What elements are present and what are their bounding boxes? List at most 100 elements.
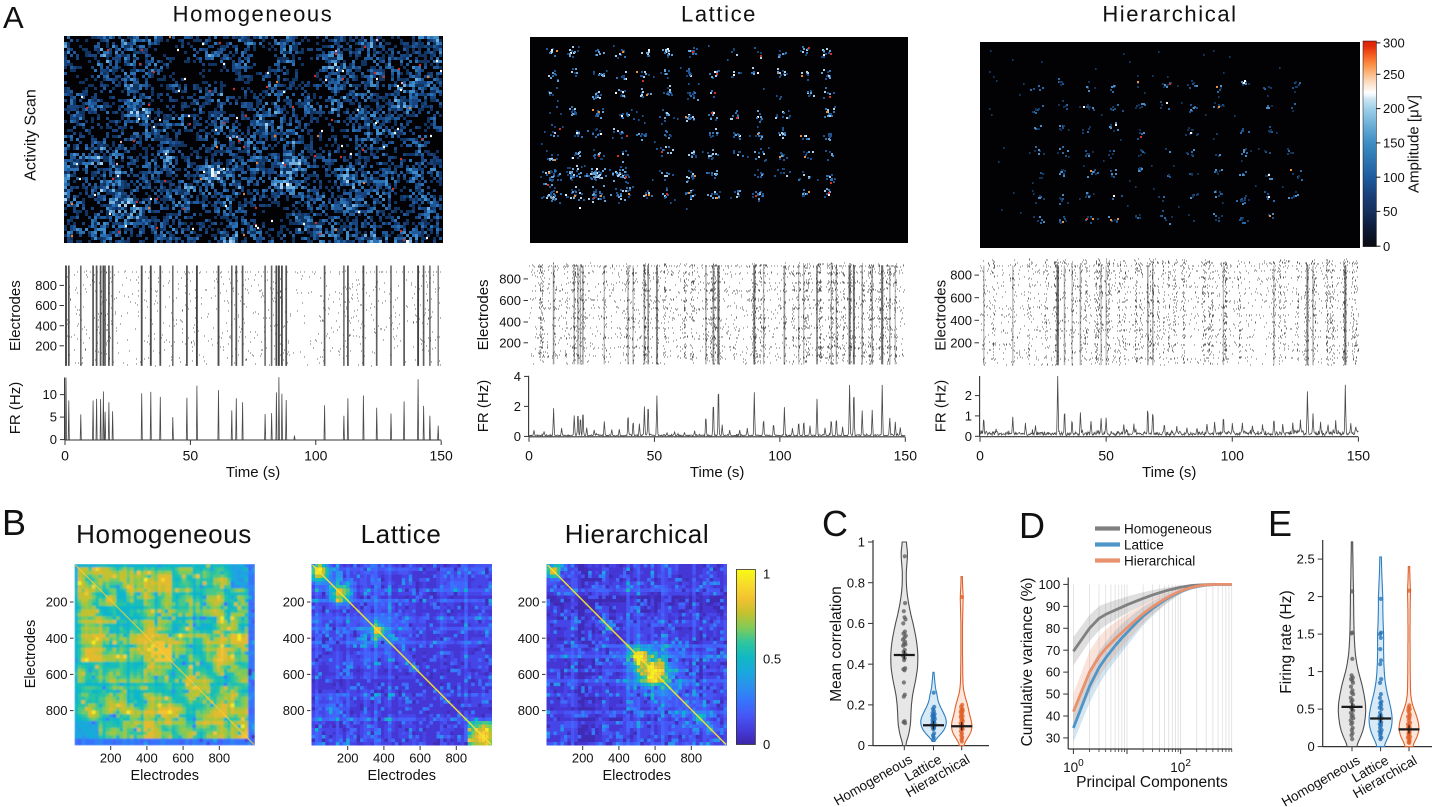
svg-text:Amplitude [μV]: Amplitude [μV] [1406,95,1423,193]
svg-text:150: 150 [1383,136,1405,151]
svg-text:4: 4 [514,369,521,384]
svg-text:200: 200 [1383,101,1405,116]
svg-text:D: D [1019,505,1045,546]
svg-text:Time (s): Time (s) [226,464,280,481]
svg-text:600: 600 [518,667,540,682]
svg-text:0.5: 0.5 [1297,702,1315,717]
svg-text:50: 50 [183,448,199,464]
svg-text:200: 200 [518,595,540,610]
svg-text:400: 400 [950,313,972,328]
svg-text:800: 800 [950,268,972,283]
svg-text:FR (Hz): FR (Hz) [475,380,492,433]
svg-text:Electrodes: Electrodes [130,768,199,784]
svg-text:0: 0 [525,448,533,464]
svg-text:Electrodes: Electrodes [23,620,39,689]
svg-text:100: 100 [1383,170,1405,185]
svg-text:600: 600 [35,298,57,313]
svg-text:Electrodes: Electrodes [933,280,950,351]
svg-text:1: 1 [1307,664,1314,679]
svg-text:600: 600 [172,751,194,766]
svg-text:Hierarchical: Hierarchical [565,519,709,549]
svg-text:600: 600 [499,293,521,308]
svg-text:A: A [3,0,24,35]
svg-text:100: 100 [768,448,792,464]
svg-text:50: 50 [1098,448,1114,464]
svg-text:100: 100 [1038,577,1060,592]
svg-text:400: 400 [373,751,395,766]
svg-text:Time (s): Time (s) [690,464,744,481]
svg-text:Electrodes: Electrodes [602,768,671,784]
svg-text:Activity Scan: Activity Scan [23,89,40,181]
svg-text:2: 2 [965,388,972,403]
svg-text:30: 30 [1046,731,1060,746]
svg-text:Firing rate (Hz): Firing rate (Hz) [1278,590,1295,693]
svg-text:1: 1 [858,535,865,550]
svg-text:0.4: 0.4 [847,657,865,672]
svg-text:600: 600 [46,667,68,682]
svg-text:400: 400 [283,631,305,646]
svg-text:800: 800 [46,703,68,718]
svg-text:50: 50 [1383,204,1397,219]
svg-text:0.6: 0.6 [847,616,865,631]
svg-text:800: 800 [283,703,305,718]
svg-text:800: 800 [518,703,540,718]
svg-text:600: 600 [409,751,431,766]
svg-text:100: 100 [304,448,328,464]
svg-text:80: 80 [1046,621,1060,636]
svg-text:150: 150 [1347,448,1371,464]
svg-text:400: 400 [136,751,158,766]
svg-text:0: 0 [858,738,865,753]
svg-text:40: 40 [1046,709,1060,724]
svg-text:400: 400 [35,318,57,333]
svg-text:400: 400 [46,631,68,646]
svg-text:400: 400 [608,751,630,766]
svg-text:200: 200 [100,751,122,766]
svg-text:1: 1 [965,409,972,424]
svg-text:250: 250 [1383,67,1405,82]
svg-text:70: 70 [1046,643,1060,658]
svg-text:0: 0 [61,448,69,464]
svg-text:Electrodes: Electrodes [475,279,492,350]
svg-text:Electrodes: Electrodes [7,280,24,351]
svg-text:800: 800 [680,751,702,766]
svg-text:600: 600 [644,751,666,766]
svg-text:800: 800 [499,272,521,287]
svg-text:2: 2 [1307,589,1314,604]
svg-text:C: C [822,503,848,544]
svg-text:B: B [2,502,26,543]
svg-text:FR (Hz): FR (Hz) [7,382,24,435]
svg-text:150: 150 [894,448,918,464]
svg-text:2.5: 2.5 [1297,552,1315,567]
svg-text:Lattice: Lattice [361,519,442,549]
svg-text:400: 400 [518,631,540,646]
svg-text:0.2: 0.2 [847,697,865,712]
svg-text:Principal Components: Principal Components [1076,774,1228,791]
svg-text:200: 200 [337,751,359,766]
svg-text:200: 200 [499,335,521,350]
svg-text:Mean correlation: Mean correlation [828,586,845,701]
svg-text:Lattice: Lattice [681,2,757,27]
svg-text:60: 60 [1046,665,1060,680]
svg-text:0: 0 [514,429,521,444]
svg-text:0.5: 0.5 [763,652,781,667]
svg-text:Lattice: Lattice [1124,537,1164,552]
svg-text:Homogeneous: Homogeneous [173,2,334,27]
svg-text:1.5: 1.5 [1297,627,1315,642]
svg-text:0.8: 0.8 [847,575,865,590]
svg-text:200: 200 [950,335,972,350]
svg-text:800: 800 [35,278,57,293]
svg-text:200: 200 [46,595,68,610]
svg-text:150: 150 [429,448,453,464]
svg-text:Electrodes: Electrodes [367,768,436,784]
svg-text:90: 90 [1046,599,1060,614]
svg-text:5: 5 [50,410,57,425]
svg-text:Hierarchical: Hierarchical [1102,2,1237,27]
svg-text:0: 0 [1383,239,1390,254]
svg-text:0: 0 [976,448,984,464]
svg-text:Cumulative variance (%): Cumulative variance (%) [1019,578,1036,747]
svg-text:FR (Hz): FR (Hz) [933,380,950,433]
svg-text:0: 0 [965,429,972,444]
svg-text:50: 50 [647,448,663,464]
svg-text:200: 200 [35,338,57,353]
svg-text:300: 300 [1383,36,1405,51]
